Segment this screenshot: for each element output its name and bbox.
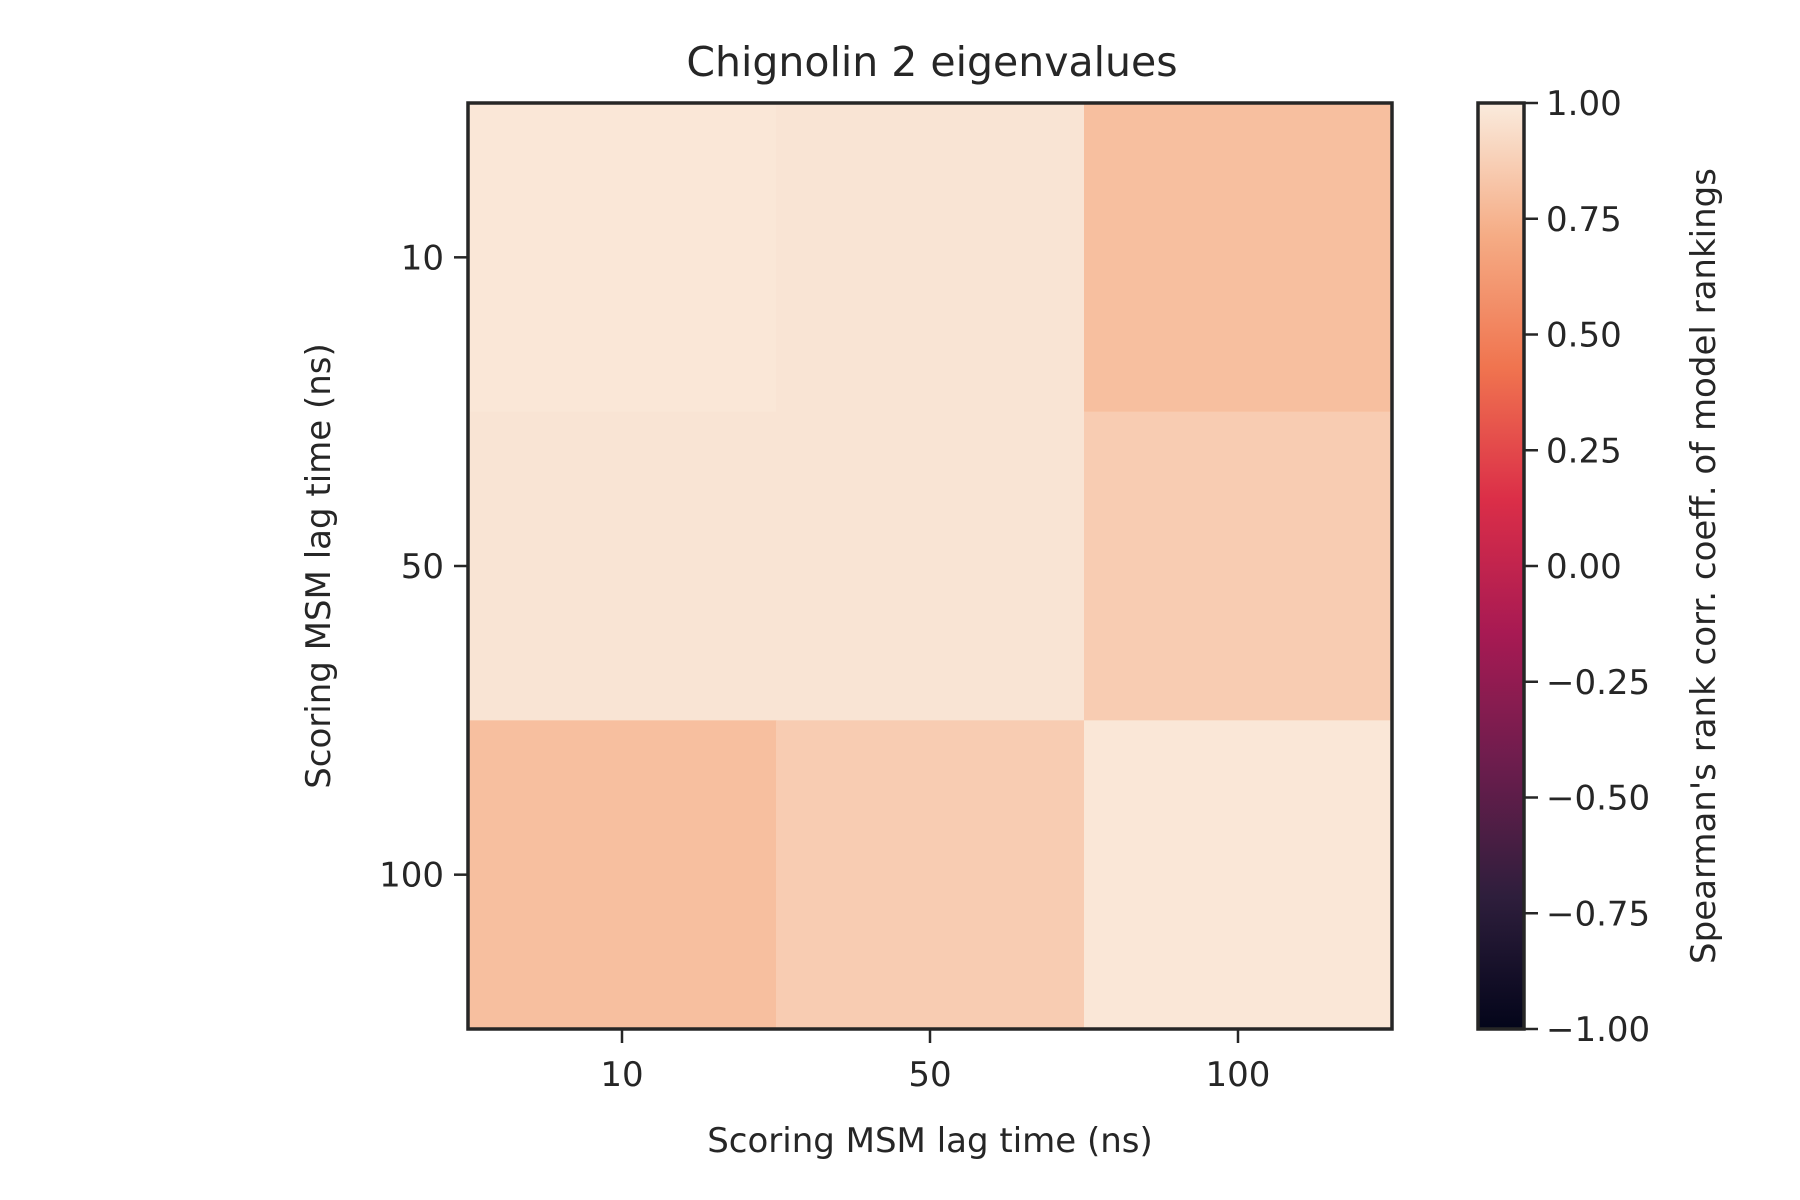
y-tick-label-2: 100 <box>379 856 444 896</box>
y-tick-label-1: 50 <box>401 547 444 587</box>
heatmap-cell-r2-c2 <box>1084 720 1393 1030</box>
x-axis-label: Scoring MSM lag time (ns) <box>707 1121 1153 1161</box>
heatmap-cell-r1-c0 <box>468 411 777 721</box>
colorbar <box>1478 103 1524 1029</box>
y-tick-label-0: 10 <box>401 238 444 278</box>
heatmap-cell-r0-c2 <box>1084 103 1393 413</box>
heatmap-cell-r0-c0 <box>468 103 777 413</box>
colorbar-tick-label-3: 0.25 <box>1546 431 1622 471</box>
colorbar-tick-label-4: 0.00 <box>1546 547 1622 587</box>
y-axis-label: Scoring MSM lag time (ns) <box>299 343 339 789</box>
colorbar-tick-label-6: −0.50 <box>1546 779 1650 819</box>
heatmap-cell-r2-c0 <box>468 720 777 1030</box>
colorbar-tick-label-8: −1.00 <box>1546 1010 1650 1050</box>
heatmap-cell-r1-c1 <box>776 411 1085 721</box>
colorbar-label: Spearman's rank corr. coeff. of model ra… <box>1684 168 1724 964</box>
x-tick-label-2: 100 <box>1206 1055 1271 1095</box>
colorbar-tick-label-1: 0.75 <box>1546 200 1622 240</box>
x-axis: 10 50 100 <box>600 1029 1270 1095</box>
heatmap-cell-r1-c2 <box>1084 411 1393 721</box>
x-tick-label-0: 10 <box>600 1055 643 1095</box>
colorbar-ticks: 1.00 0.75 0.50 0.25 0.00 −0.25 −0.50 −0.75 −1.00 <box>1524 84 1650 1050</box>
colorbar-tick-label-5: −0.25 <box>1546 663 1650 703</box>
x-tick-label-1: 50 <box>908 1055 951 1095</box>
colorbar-tick-label-7: −0.75 <box>1546 894 1650 934</box>
chart-title: Chignolin 2 eigenvalues <box>686 38 1177 86</box>
heatmap-cell-r0-c1 <box>776 103 1085 413</box>
colorbar-tick-label-2: 0.50 <box>1546 316 1622 356</box>
colorbar-tick-label-0: 1.00 <box>1546 84 1622 124</box>
heatmap-cells <box>468 103 1393 1030</box>
heatmap-cell-r2-c1 <box>776 720 1085 1030</box>
y-axis: 10 50 100 <box>379 238 468 896</box>
